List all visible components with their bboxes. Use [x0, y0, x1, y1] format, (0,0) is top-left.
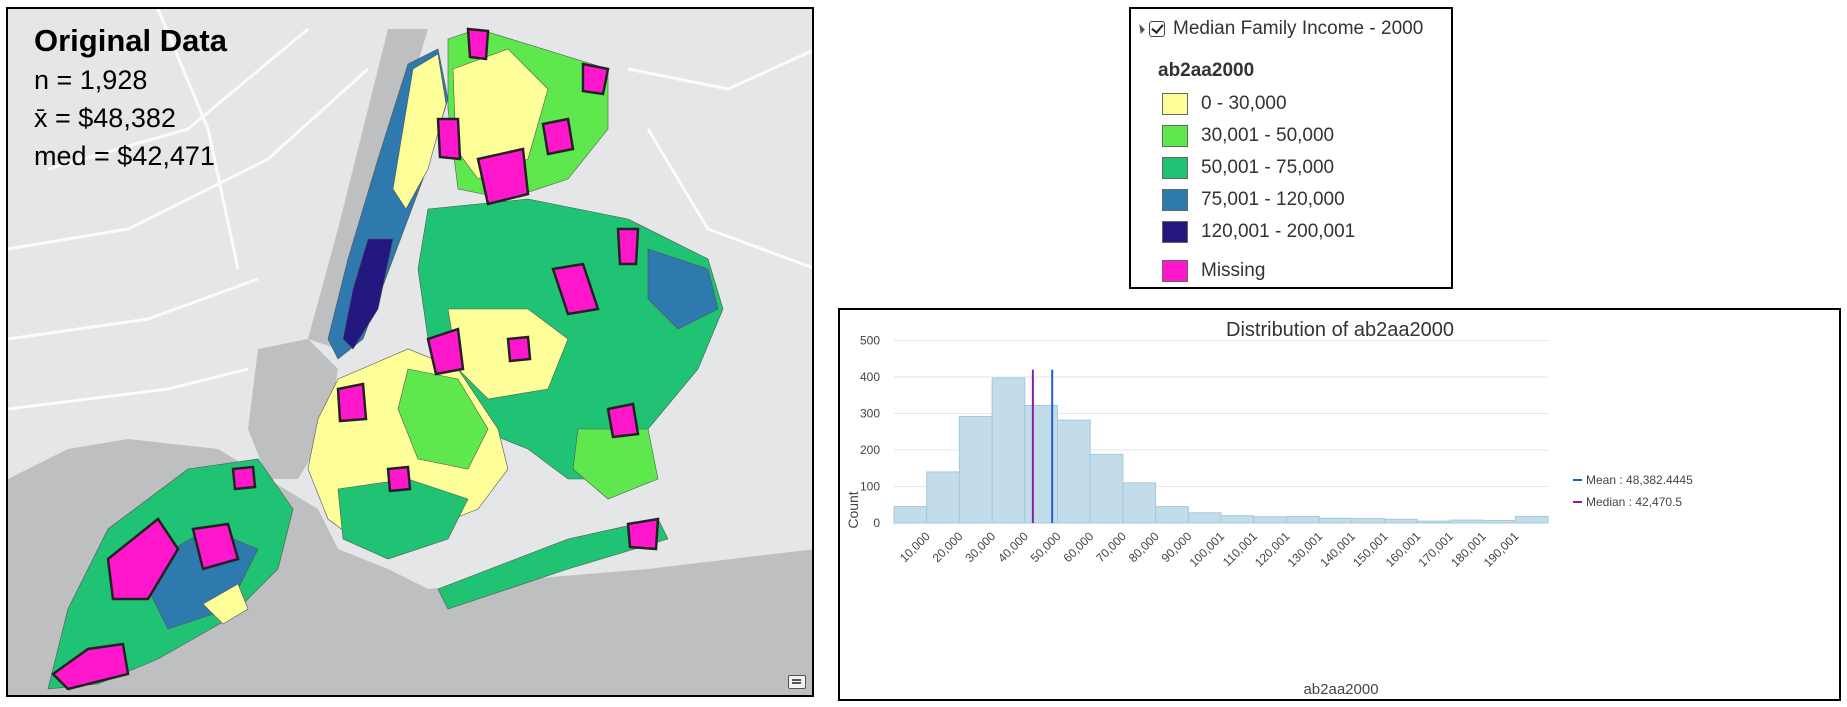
- x-tick-label: 80,000: [1126, 529, 1162, 565]
- x-tick-label: 170,001: [1415, 529, 1456, 570]
- x-tick-label: 40,000: [995, 529, 1031, 565]
- median-legend-label: Median : 42,470.5: [1586, 495, 1682, 509]
- histogram-bar: [1449, 519, 1484, 524]
- x-tick-label: 130,001: [1285, 529, 1326, 570]
- legend-swatch-missing: [1162, 260, 1188, 282]
- collapse-triangle-icon[interactable]: [1135, 24, 1145, 34]
- map-queens-blue: [647, 248, 719, 330]
- legend-class-3: 50,001 - 75,000: [1162, 157, 1334, 179]
- map-title: Original Data: [34, 23, 227, 58]
- y-tick-label: 500: [860, 334, 880, 348]
- y-tick-label: 300: [860, 407, 880, 421]
- legend-class-label: 0 - 30,000: [1201, 93, 1287, 114]
- map-manhattan-core: [342, 238, 394, 350]
- histogram-bar: [926, 471, 960, 524]
- map-panel[interactable]: Original Data n = 1,928 x̄ = $48,382 med…: [6, 7, 814, 697]
- y-tick-label: 0: [873, 516, 880, 530]
- legend-missing-label: Missing: [1201, 260, 1266, 281]
- chart-legend: Mean : 48,382.4445 Median : 42,470.5: [1573, 473, 1693, 509]
- histogram-bar: [958, 415, 993, 524]
- x-tick-label: 60,000: [1060, 529, 1096, 565]
- histogram-panel: Distribution of ab2aa2000 0 100 200 300 400 5…: [838, 308, 1841, 701]
- reference-lines: [1031, 369, 1054, 523]
- legend-class-label: 75,001 - 120,000: [1201, 189, 1345, 210]
- y-tick-label: 400: [860, 370, 880, 384]
- x-tick-label: 50,000: [1028, 529, 1064, 565]
- y-axis-ticks: 0 100 200 300 400 500 600: [860, 310, 880, 530]
- x-tick-label: 30,000: [962, 529, 998, 565]
- legend-class-2: 30,001 - 50,000: [1162, 125, 1334, 147]
- x-axis-ticks: 10,00020,00030,00040,00050,00060,00070,0…: [897, 529, 1522, 570]
- y-tick-label: 200: [860, 443, 880, 457]
- x-tick-label: 190,001: [1481, 529, 1522, 570]
- histogram-bar: [1089, 453, 1124, 524]
- legend-swatch: [1162, 221, 1188, 243]
- mean-legend-label: Mean : 48,382.4445: [1586, 473, 1693, 487]
- chart-title: Distribution of ab2aa2000: [1226, 319, 1454, 341]
- legend-layer-name: Median Family Income - 2000: [1173, 18, 1424, 39]
- y-axis-label: Count: [845, 491, 861, 528]
- legend-layer-header[interactable]: Median Family Income - 2000: [1135, 18, 1424, 40]
- legend-class-1: 0 - 30,000: [1162, 93, 1287, 115]
- median-text: med = $42,471: [34, 141, 215, 171]
- histogram-bar: [1482, 519, 1516, 524]
- map-roads: [8, 9, 812, 411]
- histogram-bars: [893, 377, 1549, 524]
- x-tick-label: 120,001: [1252, 529, 1293, 570]
- histogram-bar: [893, 506, 928, 524]
- legend-field-name: ab2aa2000: [1158, 60, 1255, 81]
- x-tick-label: 70,000: [1093, 529, 1129, 565]
- legend-class-5: 120,001 - 200,001: [1162, 221, 1355, 243]
- histogram-bar: [1220, 515, 1255, 524]
- mean-text: x̄ = $48,382: [34, 99, 227, 137]
- legend-class-label: 50,001 - 75,000: [1201, 157, 1335, 178]
- map-staten-yellow: [202, 583, 249, 625]
- attribution-icon[interactable]: [788, 675, 806, 689]
- histogram-bar: [1155, 506, 1189, 524]
- legend-swatch: [1162, 125, 1188, 147]
- x-tick-label: 180,001: [1448, 529, 1489, 570]
- map-manhattan-upper: [392, 53, 447, 210]
- histogram-bar: [1318, 517, 1353, 524]
- y-tick-label: 600: [860, 310, 880, 311]
- x-tick-label: 100,001: [1187, 529, 1228, 570]
- histogram-bar: [1416, 520, 1451, 524]
- map-jfk: [572, 428, 659, 500]
- map-rockaway: [437, 518, 669, 610]
- legend-class-label: 30,001 - 50,000: [1201, 125, 1335, 146]
- histogram-chart[interactable]: Distribution of ab2aa2000 0 100 200 300 400 5…: [840, 310, 1839, 699]
- mean-value: = $48,382: [47, 103, 176, 133]
- legend-swatch: [1162, 157, 1188, 179]
- legend-class-label: 120,001 - 200,001: [1201, 221, 1356, 242]
- histogram-bar: [1514, 515, 1549, 524]
- nyc-choropleth-map[interactable]: [8, 9, 814, 697]
- map-brooklyn-green: [397, 368, 489, 470]
- x-tick-label: 10,000: [897, 529, 933, 565]
- legend-class-4: 75,001 - 120,000: [1162, 189, 1345, 211]
- histogram-bar: [1253, 516, 1287, 524]
- x-tick-label: 140,001: [1317, 529, 1358, 570]
- histogram-bar: [1056, 419, 1091, 524]
- x-tick-label: 150,001: [1350, 529, 1391, 570]
- mean-symbol: x̄: [34, 103, 48, 133]
- map-stats-box: Original Data n = 1,928 x̄ = $48,382 med…: [34, 23, 227, 175]
- histogram-bar: [1122, 482, 1157, 524]
- histogram-bar: [991, 377, 1026, 524]
- y-tick-label: 100: [860, 480, 880, 494]
- x-tick-label: 160,001: [1383, 529, 1424, 570]
- legend-swatch: [1162, 189, 1188, 211]
- legend-missing: Missing: [1162, 260, 1265, 282]
- histogram-bar: [1351, 518, 1385, 524]
- histogram-bar: [1383, 518, 1418, 524]
- sample-size-text: n = 1,928: [34, 65, 148, 95]
- x-axis-label: ab2aa2000: [1303, 681, 1378, 698]
- map-missing-tracts: [51, 27, 660, 691]
- histogram-bar: [1285, 515, 1320, 524]
- histogram-bar: [1187, 512, 1222, 524]
- legend-swatch: [1162, 93, 1188, 115]
- layer-visibility-checkbox[interactable]: [1149, 21, 1165, 37]
- legend-panel: Median Family Income - 2000 ab2aa2000 0 …: [1129, 7, 1453, 289]
- x-tick-label: 20,000: [930, 529, 966, 565]
